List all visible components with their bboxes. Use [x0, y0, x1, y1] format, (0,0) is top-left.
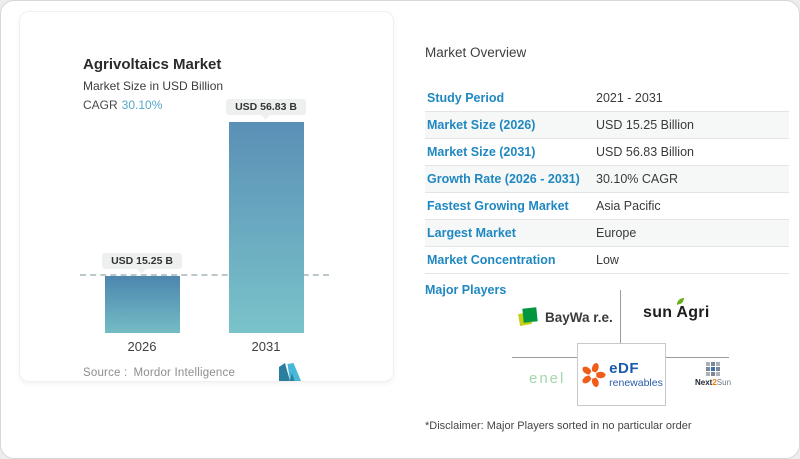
- row-value: 30.10% CAGR: [596, 172, 678, 186]
- edf-wordmark: eDF: [609, 359, 639, 377]
- source-line: Source : Mordor Intelligence: [83, 367, 235, 379]
- chart-title: Agrivoltaics Market: [83, 56, 222, 73]
- row-value: USD 15.25 Billion: [596, 118, 694, 132]
- overview-table: Study Period 2021 - 2031 Market Size (20…: [425, 85, 789, 274]
- row-value: Asia Pacific: [596, 199, 661, 213]
- row-value: USD 56.83 Billion: [596, 145, 694, 159]
- row-label: Study Period: [427, 91, 505, 105]
- mordor-intelligence-logo-icon: [279, 363, 301, 381]
- bar-value-label-2026: USD 15.25 B: [102, 253, 182, 274]
- table-row: Market Size (2031) USD 56.83 Billion: [425, 139, 789, 166]
- logo-enel: enel: [529, 370, 566, 387]
- market-chart-card: Agrivoltaics Market Market Size in USD B…: [19, 11, 394, 382]
- overview-heading: Market Overview: [425, 45, 527, 60]
- row-label: Market Concentration: [427, 253, 556, 267]
- x-axis-label-2026: 2026: [127, 339, 157, 354]
- bar-2026: [105, 276, 180, 333]
- bar-2031: [229, 122, 304, 333]
- table-row: Largest Market Europe: [425, 220, 789, 247]
- row-label: Market Size (2026): [427, 118, 536, 132]
- cagr-value: 30.10%: [121, 98, 163, 112]
- row-value: Europe: [596, 226, 637, 240]
- row-label: Largest Market: [427, 226, 516, 240]
- disclaimer-text: *Disclaimer: Major Players sorted in no …: [425, 420, 692, 432]
- green-leaf-icon: [677, 297, 685, 306]
- baywa-green-squares-icon: [518, 306, 539, 328]
- bar-value-pill: USD 15.25 B: [102, 253, 182, 269]
- logo-sunagri: sun Agri: [643, 297, 710, 322]
- bar-value-pill: USD 56.83 B: [226, 99, 306, 115]
- baywa-wordmark: BayWa r.e.: [545, 309, 613, 325]
- logo-next2sun: Next2Sun: [693, 362, 733, 387]
- table-row: Fastest Growing Market Asia Pacific: [425, 193, 789, 220]
- logo-edf-renewables: eDF renewables: [577, 343, 666, 406]
- table-row: Growth Rate (2026 - 2031) 30.10% CAGR: [425, 166, 789, 193]
- cagr-label: CAGR: [83, 98, 118, 112]
- chart-subtitle: Market Size in USD Billion: [83, 79, 224, 93]
- row-value: Low: [596, 253, 619, 267]
- chart-cagr-line: CAGR 30.10%: [83, 98, 162, 112]
- next2sun-wordmark-3: Sun: [716, 378, 732, 387]
- row-label: Fastest Growing Market: [427, 199, 569, 213]
- row-value: 2021 - 2031: [596, 91, 663, 105]
- pixel-grid-sun-icon: [706, 362, 720, 376]
- sunagri-wordmark-2: Agri: [676, 304, 710, 321]
- source-value: Mordor Intelligence: [133, 367, 236, 379]
- bar-value-label-2031: USD 56.83 B: [226, 99, 306, 120]
- x-axis-label-2031: 2031: [251, 339, 281, 354]
- table-row: Study Period 2021 - 2031: [425, 85, 789, 112]
- source-label: Source :: [83, 367, 128, 379]
- table-row: Market Concentration Low: [425, 247, 789, 274]
- major-players-label: Major Players: [425, 283, 507, 297]
- table-row: Market Size (2026) USD 15.25 Billion: [425, 112, 789, 139]
- edf-sub-wordmark: renewables: [609, 376, 663, 389]
- logo-baywa: BayWa r.e.: [518, 303, 613, 331]
- players-vertical-divider: [620, 290, 621, 343]
- edf-orange-flower-icon: [582, 362, 606, 387]
- sunagri-wordmark-1: sun: [643, 304, 673, 321]
- next2sun-wordmark-1: Next: [694, 378, 713, 387]
- reference-dashed-line: [80, 274, 329, 276]
- next2sun-wordmark-2: 2: [712, 378, 717, 387]
- row-label: Market Size (2031): [427, 145, 536, 159]
- row-label: Growth Rate (2026 - 2031): [427, 172, 580, 186]
